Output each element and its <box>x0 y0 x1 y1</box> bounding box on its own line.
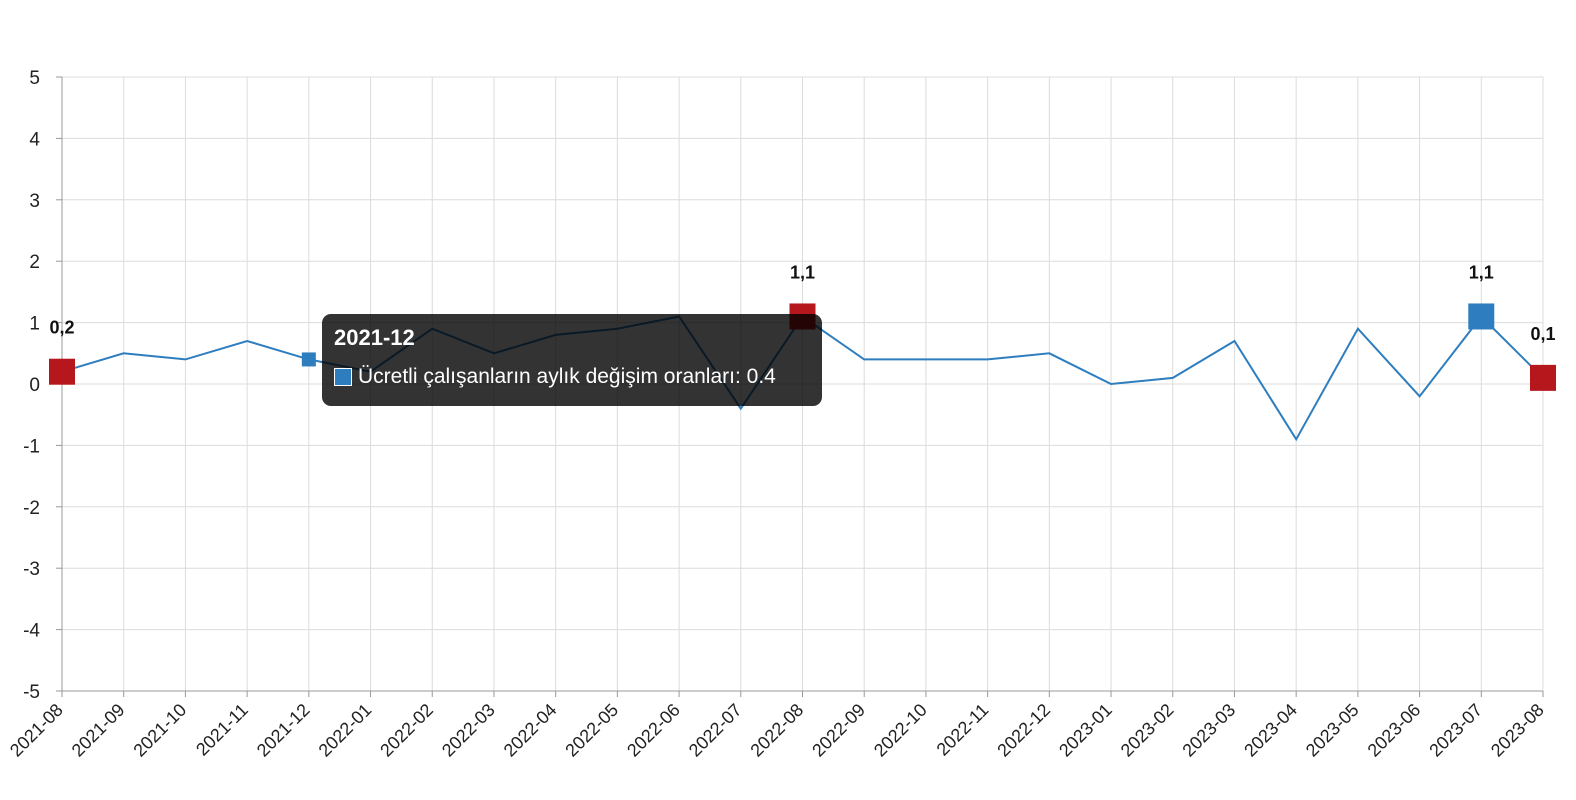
x-tick-label: 2023-05 <box>1302 700 1363 761</box>
x-tick-label: 2022-02 <box>376 700 437 761</box>
x-tick-label: 2022-03 <box>438 700 499 761</box>
y-tick-label: -1 <box>23 436 40 457</box>
x-tick-label: 2021-12 <box>253 700 314 761</box>
x-tick-label: 2023-06 <box>1364 700 1425 761</box>
x-tick-label: 2022-08 <box>746 700 807 761</box>
x-tick-label: 2023-03 <box>1178 700 1239 761</box>
highlight-point <box>1530 364 1556 391</box>
highlight-point <box>1468 303 1495 330</box>
y-axis-ticks: 5 4 3 2 1 0 -1 -2 -3 -4 -5 <box>23 68 40 703</box>
x-tick-label: 2023-04 <box>1240 700 1301 761</box>
x-tick-label: 2022-04 <box>500 700 561 761</box>
x-tick-label: 2021-10 <box>129 700 190 761</box>
x-tick-label: 2023-08 <box>1487 700 1548 761</box>
x-tick-label: 2022-10 <box>870 700 931 761</box>
tooltip-title: 2021-12 <box>334 325 415 350</box>
y-tick-label: -4 <box>23 621 40 642</box>
x-tick-label: 2022-09 <box>808 700 869 761</box>
x-tick-label: 2022-06 <box>623 700 684 761</box>
x-tick-label: 2023-07 <box>1425 700 1486 761</box>
y-tick-label: -2 <box>23 498 40 519</box>
x-tick-label: 2021-09 <box>68 700 129 761</box>
hover-point <box>301 352 316 367</box>
tooltip-row: Ücretli çalışanların aylık değişim oranl… <box>334 364 810 390</box>
x-tick-label: 2022-07 <box>685 700 746 761</box>
tooltip-text: Ücretli çalışanların aylık değişim oranl… <box>358 365 776 388</box>
highlight-point <box>49 358 75 385</box>
y-tick-label: -5 <box>23 682 40 703</box>
data-label: 0,1 <box>1530 324 1555 344</box>
x-tick-label: 2022-11 <box>933 700 993 760</box>
data-labels: 0,2 1,1 1,1 0,1 <box>49 262 1555 343</box>
y-tick-label: 4 <box>29 129 40 150</box>
y-tick-label: -3 <box>23 559 40 580</box>
x-tick-label: 2022-12 <box>993 700 1054 761</box>
x-tick-label: 2022-05 <box>561 700 622 761</box>
x-tick-label: 2021-11 <box>192 700 252 760</box>
y-tick-label: 3 <box>29 191 40 212</box>
y-tick-label: 0 <box>29 375 40 396</box>
data-label: 1,1 <box>790 262 815 282</box>
x-tick-label: 2023-02 <box>1117 700 1178 761</box>
data-label: 0,2 <box>49 318 74 338</box>
y-tick-label: 1 <box>29 314 40 335</box>
tooltip: 2021-12 Ücretli çalışanların aylık değiş… <box>322 314 822 406</box>
x-tick-label: 2021-08 <box>6 700 67 761</box>
x-axis-ticks: 2021-08 2021-09 2021-10 2021-11 2021-12 2022-… <box>6 700 1548 761</box>
tooltip-swatch <box>334 368 352 386</box>
x-tick-label: 2023-01 <box>1055 700 1116 761</box>
y-tick-label: 5 <box>29 68 40 89</box>
y-tick-label: 2 <box>29 252 40 273</box>
data-label: 1,1 <box>1469 262 1494 282</box>
x-tick-label: 2022-01 <box>315 700 376 761</box>
